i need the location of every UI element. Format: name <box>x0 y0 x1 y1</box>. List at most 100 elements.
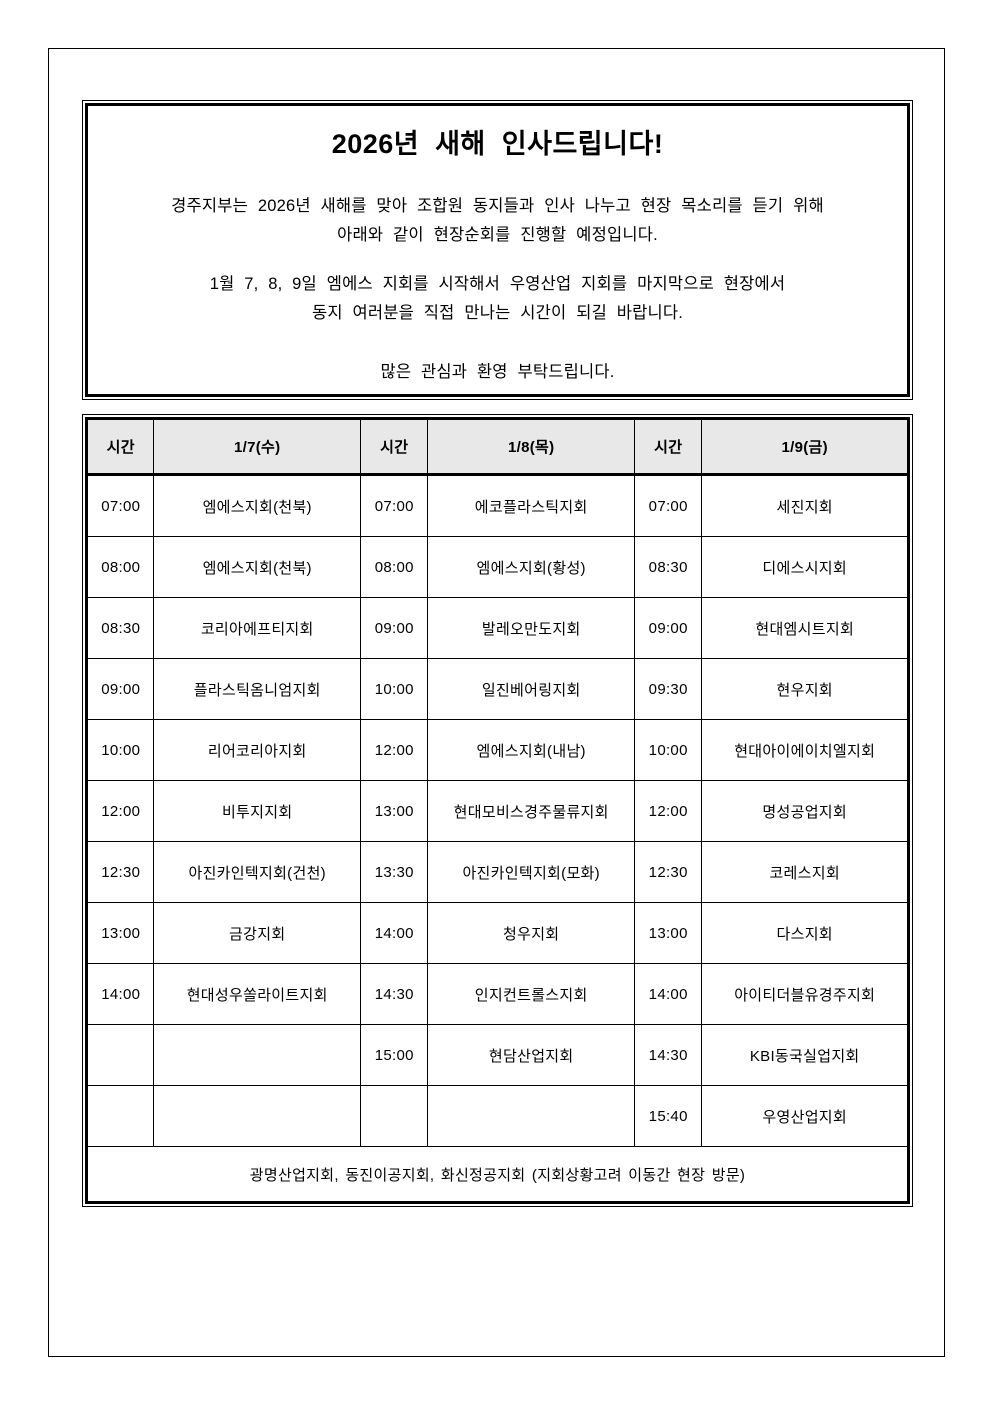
notice-paragraph-3-line-1: 많은 관심과 환영 부탁드립니다. <box>380 363 615 381</box>
schedule-time-cell: 09:00 <box>359 597 429 659</box>
schedule-row: 13:00 금강지회 14:00 청우지회 13:00 다스지회 <box>85 902 909 964</box>
schedule-place-cell: 엠에스지회(내남) <box>427 719 635 781</box>
schedule-row: 10:00 리어코리아지회 12:00 엠에스지회(내남) 10:00 현대아이에이치엘지… <box>85 719 909 781</box>
schedule-time-cell: 09:00 <box>85 658 155 720</box>
column-header-day-1-8: 1/8(목) <box>427 418 635 476</box>
schedule-time-cell: 10:00 <box>359 658 429 720</box>
schedule-time-cell: 13:30 <box>359 841 429 903</box>
schedule-place-cell: 엠에스지회(황성) <box>427 536 635 598</box>
schedule-time-cell: 10:00 <box>85 719 155 781</box>
schedule-time-cell <box>359 1085 429 1147</box>
column-header-day-1-9: 1/9(금) <box>701 418 909 476</box>
schedule-body: 07:00 엠에스지회(천북) 07:00 에코플라스틱지회 07:00 세진지회 08:0… <box>85 474 909 1147</box>
schedule-footer-row: 광명산업지회, 동진이공지회, 화신정공지회 (지회상황고려 이동간 현장 방문… <box>86 1146 909 1203</box>
schedule-time-cell: 14:00 <box>85 963 155 1025</box>
schedule-place-cell: 디에스시지회 <box>701 536 909 598</box>
schedule-place-cell: 엠에스지회(천북) <box>153 536 361 598</box>
schedule-time-cell: 12:30 <box>85 841 155 903</box>
notice-box-inner: 2026년 새해 인사드립니다! 경주지부는 2026년 새해를 맞아 조합원 … <box>85 103 910 397</box>
schedule-place-cell: 세진지회 <box>701 474 909 537</box>
notice-paragraph-2-line-1: 1월 7, 8, 9일 엠에스 지회를 시작해서 우영산업 지회를 마지막으로 … <box>209 275 786 293</box>
notice-paragraph-1-line-2: 아래와 같이 현장순회를 진행할 예정입니다. <box>337 226 658 244</box>
schedule-time-cell: 08:00 <box>359 536 429 598</box>
schedule-place-cell: 일진베어링지회 <box>427 658 635 720</box>
schedule-row: 08:30 코리아에프티지회 09:00 발레오만도지회 09:00 현대엠시트지회 <box>85 597 909 659</box>
schedule-place-cell: 아진카인텍지회(모화) <box>427 841 635 903</box>
schedule-place-cell: 현대엠시트지회 <box>701 597 909 659</box>
schedule-time-cell: 07:00 <box>85 474 155 537</box>
schedule-place-cell: 에코플라스틱지회 <box>427 474 635 537</box>
schedule-time-cell: 08:30 <box>85 597 155 659</box>
schedule-time-cell: 15:40 <box>633 1085 703 1147</box>
schedule-place-cell: 엠에스지회(천북) <box>153 474 361 537</box>
schedule-time-cell: 09:00 <box>633 597 703 659</box>
schedule-row: 15:40 우영산업지회 <box>85 1085 909 1147</box>
schedule-time-cell: 12:00 <box>633 780 703 842</box>
schedule-place-cell: 코레스지회 <box>701 841 909 903</box>
schedule-place-cell: 코리아에프티지회 <box>153 597 361 659</box>
notice-box: 2026년 새해 인사드립니다! 경주지부는 2026년 새해를 맞아 조합원 … <box>82 100 913 400</box>
schedule-place-cell <box>153 1024 361 1086</box>
notice-paragraph-1: 경주지부는 2026년 새해를 맞아 조합원 동지들과 인사 나누고 현장 목소… <box>88 192 907 250</box>
column-header-time-1: 시간 <box>85 418 155 476</box>
schedule-place-cell: 현대아이에이치엘지회 <box>701 719 909 781</box>
schedule-place-cell: 우영산업지회 <box>701 1085 909 1147</box>
notice-paragraph-2: 1월 7, 8, 9일 엠에스 지회를 시작해서 우영산업 지회를 마지막으로 … <box>88 270 907 328</box>
notice-paragraph-1-line-1: 경주지부는 2026년 새해를 맞아 조합원 동지들과 인사 나누고 현장 목소… <box>171 197 824 215</box>
schedule-time-cell: 07:00 <box>359 474 429 537</box>
notice-title: 2026년 새해 인사드립니다! <box>331 129 664 159</box>
schedule-time-cell: 14:30 <box>359 963 429 1025</box>
schedule-time-cell: 15:00 <box>359 1024 429 1086</box>
schedule-time-cell <box>85 1024 155 1086</box>
schedule-place-cell: 현대모비스경주물류지회 <box>427 780 635 842</box>
schedule-time-cell: 14:30 <box>633 1024 703 1086</box>
schedule-place-cell: 금강지회 <box>153 902 361 964</box>
column-header-time-2: 시간 <box>359 418 429 476</box>
schedule-time-cell: 13:00 <box>633 902 703 964</box>
schedule-place-cell: 리어코리아지회 <box>153 719 361 781</box>
schedule-time-cell: 10:00 <box>633 719 703 781</box>
schedule-place-cell: 현대성우쏠라이트지회 <box>153 963 361 1025</box>
schedule-place-cell <box>427 1085 635 1147</box>
schedule-time-cell: 12:30 <box>633 841 703 903</box>
schedule-footer-note: 광명산업지회, 동진이공지회, 화신정공지회 (지회상황고려 이동간 현장 방문… <box>86 1146 909 1203</box>
schedule-place-cell: KBI동국실업지회 <box>701 1024 909 1086</box>
schedule-place-cell: 현담산업지회 <box>427 1024 635 1086</box>
schedule-row: 09:00 플라스틱옴니엄지회 10:00 일진베어링지회 09:30 현우지회 <box>85 658 909 720</box>
schedule-place-cell: 플라스틱옴니엄지회 <box>153 658 361 720</box>
schedule-place-cell <box>153 1085 361 1147</box>
column-header-time-3: 시간 <box>633 418 703 476</box>
schedule-place-cell: 아이티더블유경주지회 <box>701 963 909 1025</box>
column-header-day-1-7: 1/7(수) <box>153 418 361 476</box>
schedule-time-cell: 13:00 <box>85 902 155 964</box>
schedule-header-row: 시간 1/7(수) 시간 1/8(목) 시간 1/9(금) <box>85 418 909 476</box>
schedule-row: 07:00 엠에스지회(천북) 07:00 에코플라스틱지회 07:00 세진지회 <box>85 474 909 537</box>
schedule-place-cell: 현우지회 <box>701 658 909 720</box>
schedule-time-cell: 14:00 <box>633 963 703 1025</box>
schedule-time-cell: 14:00 <box>359 902 429 964</box>
schedule-row: 12:30 아진카인텍지회(건천) 13:30 아진카인텍지회(모화) 12:30 코레스… <box>85 841 909 903</box>
schedule-place-cell: 청우지회 <box>427 902 635 964</box>
schedule-time-cell: 12:00 <box>359 719 429 781</box>
schedule-table: 시간 1/7(수) 시간 1/8(목) 시간 1/9(금) 07:00 엠에스지회… <box>85 417 910 1204</box>
notice-paragraph-3: 많은 관심과 환영 부탁드립니다. <box>88 358 907 387</box>
schedule-time-cell: 08:00 <box>85 536 155 598</box>
schedule-place-cell: 발레오만도지회 <box>427 597 635 659</box>
schedule-time-cell <box>85 1085 155 1147</box>
schedule-table-frame: 시간 1/7(수) 시간 1/8(목) 시간 1/9(금) 07:00 엠에스지회… <box>82 414 913 1207</box>
schedule-row: 12:00 비투지지회 13:00 현대모비스경주물류지회 12:00 명성공업지회 <box>85 780 909 842</box>
schedule-row: 15:00 현담산업지회 14:30 KBI동국실업지회 <box>85 1024 909 1086</box>
schedule-place-cell: 인지컨트롤스지회 <box>427 963 635 1025</box>
schedule-place-cell: 아진카인텍지회(건천) <box>153 841 361 903</box>
notice-paragraph-2-line-2: 동지 여러분을 직접 만나는 시간이 되길 바랍니다. <box>311 304 684 322</box>
page-border-frame: 2026년 새해 인사드립니다! 경주지부는 2026년 새해를 맞아 조합원 … <box>48 48 945 1357</box>
schedule-row: 08:00 엠에스지회(천북) 08:00 엠에스지회(황성) 08:30 디에스시지회 <box>85 536 909 598</box>
schedule-place-cell: 비투지지회 <box>153 780 361 842</box>
schedule-time-cell: 13:00 <box>359 780 429 842</box>
schedule-place-cell: 명성공업지회 <box>701 780 909 842</box>
schedule-time-cell: 08:30 <box>633 536 703 598</box>
schedule-time-cell: 07:00 <box>633 474 703 537</box>
schedule-time-cell: 09:30 <box>633 658 703 720</box>
schedule-row: 14:00 현대성우쏠라이트지회 14:30 인지컨트롤스지회 14:00 아이티더블유경… <box>85 963 909 1025</box>
